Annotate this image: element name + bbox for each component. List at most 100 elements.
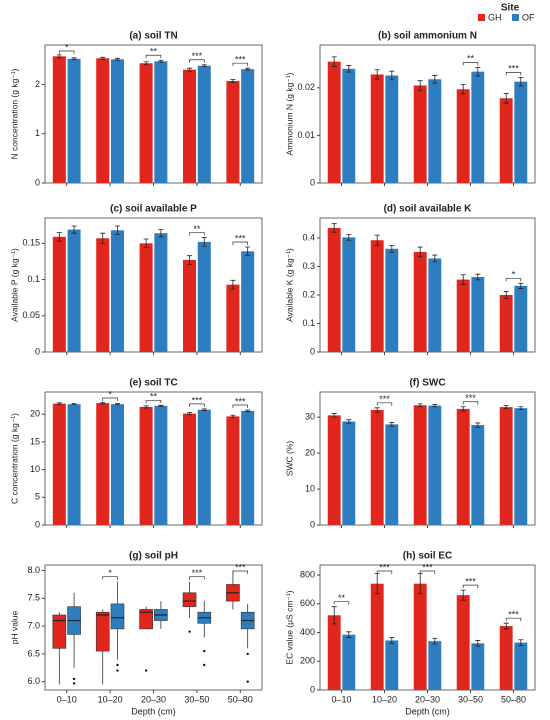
bar xyxy=(342,237,356,352)
bar xyxy=(370,74,384,183)
error-bar xyxy=(230,79,236,83)
bar xyxy=(139,63,153,183)
bar xyxy=(413,85,427,183)
y-tick-label: 6.0 xyxy=(27,676,40,686)
x-tick-label: 0–10 xyxy=(331,694,351,704)
bar xyxy=(67,404,81,525)
significance-bracket xyxy=(58,50,75,54)
error-bar xyxy=(417,80,423,91)
bar xyxy=(327,615,341,690)
bar xyxy=(385,640,399,690)
y-tick-label: 800 xyxy=(300,569,315,579)
bar xyxy=(514,81,528,183)
y-tick-label: 0.01 xyxy=(297,130,315,140)
significance-bracket xyxy=(189,232,205,236)
error-bar xyxy=(100,232,106,244)
bar xyxy=(241,410,255,525)
error-bar xyxy=(374,234,380,246)
significance-label: ** xyxy=(467,54,475,64)
x-tick-label: 20–30 xyxy=(415,694,440,704)
y-tick-label: 0.1 xyxy=(27,274,40,284)
y-tick-label: 0.15 xyxy=(22,238,40,248)
significance-bracket xyxy=(376,570,393,574)
outlier xyxy=(188,630,191,633)
y-axis-label: EC value (μS cm⁻¹) xyxy=(284,590,294,664)
y-tick-label: 30 xyxy=(305,412,315,422)
bar xyxy=(197,65,211,183)
y-tick-label: 0.1 xyxy=(302,318,315,328)
bar xyxy=(154,405,168,525)
bar xyxy=(110,59,124,183)
bar xyxy=(514,285,528,352)
panel-title: (g) soil pH xyxy=(129,551,178,562)
error-bar xyxy=(230,279,236,290)
error-bar xyxy=(71,57,77,61)
significance-label: ** xyxy=(338,593,346,603)
error-bar xyxy=(346,631,352,638)
error-bar xyxy=(475,640,481,647)
error-bar xyxy=(417,403,423,408)
error-bar xyxy=(245,409,251,413)
outlier xyxy=(203,663,206,667)
significance-bracket xyxy=(102,576,118,580)
bar xyxy=(197,409,211,525)
y-tick-label: 0 xyxy=(35,519,40,529)
significance-label: *** xyxy=(192,395,203,405)
box xyxy=(110,603,125,630)
error-bar xyxy=(389,244,395,253)
error-bar xyxy=(503,405,509,409)
outlier xyxy=(203,649,206,653)
error-bar xyxy=(475,66,481,77)
error-bar xyxy=(432,254,438,263)
error-bar xyxy=(475,422,481,428)
significance-bracket xyxy=(462,584,479,589)
error-bar xyxy=(374,69,380,80)
bar xyxy=(52,236,66,352)
significance-label: *** xyxy=(192,51,203,61)
y-axis-label: C concentration (g kg⁻¹) xyxy=(9,413,19,504)
error-bar xyxy=(114,403,120,406)
bar xyxy=(226,80,240,183)
error-bar xyxy=(432,404,438,408)
bar xyxy=(499,407,513,525)
error-bar xyxy=(346,419,352,424)
error-bar xyxy=(158,404,164,407)
bar xyxy=(370,583,384,690)
panel-title: (c) soil available P xyxy=(110,204,197,215)
y-tick-label: 10 xyxy=(305,483,315,493)
error-bar xyxy=(518,76,524,87)
bar xyxy=(110,404,124,525)
bar xyxy=(342,421,356,525)
bar xyxy=(342,68,356,183)
error-bar xyxy=(201,237,207,247)
bar xyxy=(514,642,528,690)
bar xyxy=(241,69,255,183)
significance-bracket xyxy=(232,241,249,245)
bar xyxy=(413,251,427,352)
error-bar xyxy=(100,401,106,405)
box xyxy=(95,611,110,652)
x-tick-label: 0–10 xyxy=(57,694,77,704)
y-axis-label: Ammonium N (g kg⁻¹) xyxy=(284,72,294,155)
panel-title: (e) soil TC xyxy=(129,378,177,389)
y-tick-label: 0.2 xyxy=(302,289,315,299)
bar xyxy=(471,643,485,690)
bar xyxy=(154,233,168,352)
significance-label: *** xyxy=(379,562,390,572)
error-bar xyxy=(331,413,337,418)
error-bar xyxy=(143,61,149,66)
y-tick-label: 0 xyxy=(310,346,315,356)
significance-label: *** xyxy=(235,396,246,406)
significance-bracket xyxy=(189,59,205,63)
x-tick-label: 50–80 xyxy=(501,694,526,704)
bar xyxy=(342,634,356,690)
bar xyxy=(226,416,240,525)
bar xyxy=(327,227,341,352)
significance-bracket xyxy=(232,570,249,574)
error-bar xyxy=(460,406,466,412)
error-bar xyxy=(346,234,352,241)
y-tick-label: 10 xyxy=(30,464,40,474)
error-bar xyxy=(503,291,509,299)
error-bar xyxy=(346,65,352,73)
bar xyxy=(471,425,485,525)
